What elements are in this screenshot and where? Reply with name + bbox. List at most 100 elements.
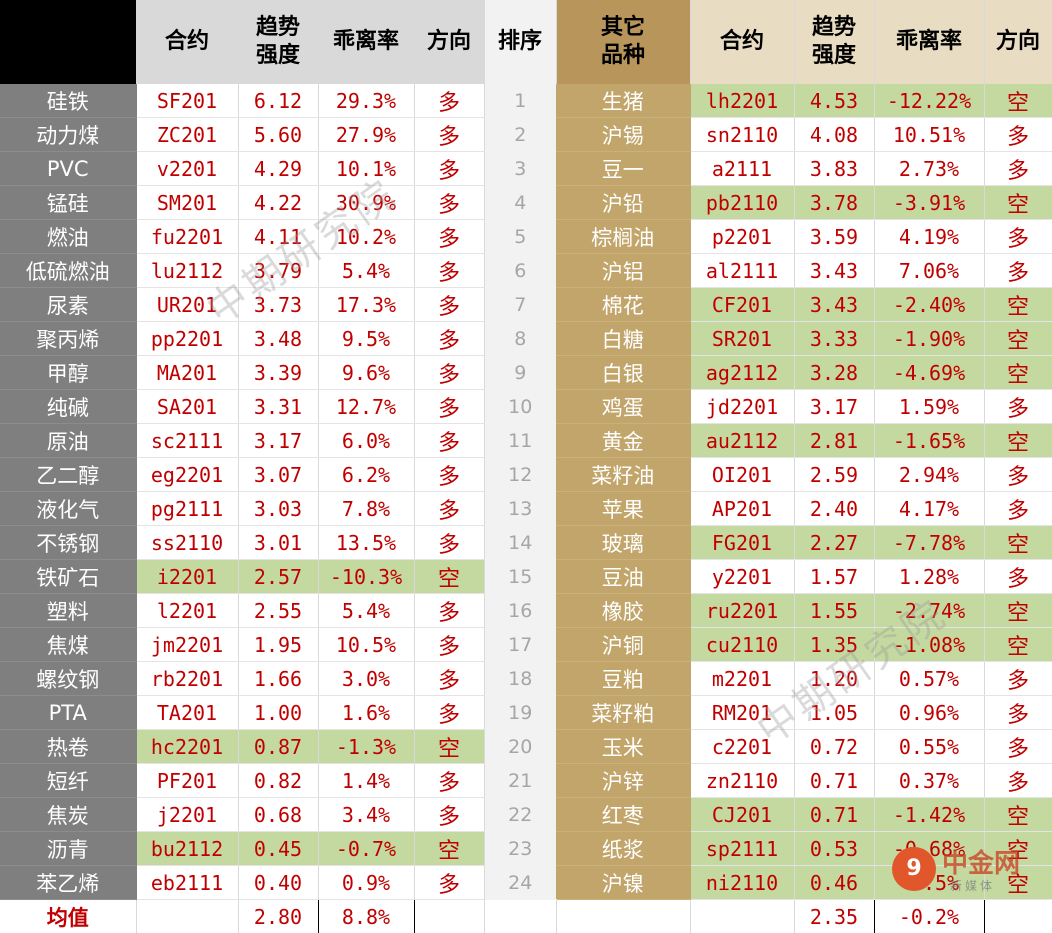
right-deviation-cell: 7.06% — [874, 254, 984, 288]
left-name-cell: 短纤 — [0, 764, 136, 798]
right-deviation-cell: -3.91% — [874, 186, 984, 220]
left-direction-cell: 多 — [414, 628, 484, 662]
right-contract-cell: m2201 — [690, 662, 794, 696]
right-direction-cell: 空 — [984, 356, 1052, 390]
left-contract-cell: rb2201 — [136, 662, 238, 696]
right-direction-cell: 空 — [984, 628, 1052, 662]
left-trend-cell: 0.40 — [238, 866, 318, 900]
header-rank: 排序 — [484, 0, 556, 84]
left-trend-cell: 3.39 — [238, 356, 318, 390]
left-deviation-cell: -10.3% — [318, 560, 414, 594]
left-contract-cell: eb2111 — [136, 866, 238, 900]
left-direction-cell: 空 — [414, 730, 484, 764]
average-spacer-rank — [484, 900, 556, 933]
left-name-cell: 热卷 — [0, 730, 136, 764]
left-direction-cell: 多 — [414, 696, 484, 730]
header-trend-right-line1: 趋势 — [812, 15, 856, 40]
left-name-cell: 不锈钢 — [0, 526, 136, 560]
left-direction-cell: 多 — [414, 186, 484, 220]
right-trend-cell: 4.53 — [794, 84, 874, 118]
right-name-cell: 菜籽粕 — [556, 696, 690, 730]
left-deviation-cell: 27.9% — [318, 118, 414, 152]
left-direction-cell: 多 — [414, 356, 484, 390]
rank-cell: 10 — [484, 390, 556, 424]
average-spacer-left — [136, 900, 238, 933]
left-name-cell: 液化气 — [0, 492, 136, 526]
rank-cell: 15 — [484, 560, 556, 594]
right-trend-cell: 0.53 — [794, 832, 874, 866]
right-direction-cell: 多 — [984, 696, 1052, 730]
left-name-cell: 硅铁 — [0, 84, 136, 118]
average-spacer-direction-left — [414, 900, 484, 933]
right-name-cell: 苹果 — [556, 492, 690, 526]
left-contract-cell: fu2201 — [136, 220, 238, 254]
left-name-cell: 原油 — [0, 424, 136, 458]
right-contract-cell: a2111 — [690, 152, 794, 186]
left-direction-cell: 多 — [414, 526, 484, 560]
left-trend-cell: 2.55 — [238, 594, 318, 628]
left-direction-cell: 多 — [414, 288, 484, 322]
left-direction-cell: 多 — [414, 764, 484, 798]
average-label: 均值 — [0, 900, 136, 933]
right-name-cell: 沪锌 — [556, 764, 690, 798]
left-trend-cell: 5.60 — [238, 118, 318, 152]
rank-cell: 3 — [484, 152, 556, 186]
rank-cell: 11 — [484, 424, 556, 458]
right-deviation-cell: -7.78% — [874, 526, 984, 560]
right-contract-cell: cu2110 — [690, 628, 794, 662]
left-contract-cell: MA201 — [136, 356, 238, 390]
left-deviation-cell: 30.9% — [318, 186, 414, 220]
left-direction-cell: 多 — [414, 322, 484, 356]
left-contract-cell: j2201 — [136, 798, 238, 832]
right-deviation-cell: 1.59% — [874, 390, 984, 424]
right-contract-cell: c2201 — [690, 730, 794, 764]
left-name-cell: 锰硅 — [0, 186, 136, 220]
left-trend-cell: 0.82 — [238, 764, 318, 798]
rank-cell: 13 — [484, 492, 556, 526]
left-direction-cell: 空 — [414, 560, 484, 594]
left-contract-cell: pg2111 — [136, 492, 238, 526]
left-name-cell: 低硫燃油 — [0, 254, 136, 288]
left-direction-cell: 空 — [414, 832, 484, 866]
left-trend-cell: 4.11 — [238, 220, 318, 254]
left-direction-cell: 多 — [414, 118, 484, 152]
right-direction-cell: 多 — [984, 764, 1052, 798]
left-trend-cell: 3.73 — [238, 288, 318, 322]
left-trend-cell: 6.12 — [238, 84, 318, 118]
left-direction-cell: 多 — [414, 866, 484, 900]
left-deviation-cell: 9.5% — [318, 322, 414, 356]
left-trend-cell: 3.07 — [238, 458, 318, 492]
right-trend-cell: 3.33 — [794, 322, 874, 356]
left-deviation-cell: 29.3% — [318, 84, 414, 118]
right-trend-cell: 0.71 — [794, 764, 874, 798]
left-trend-cell: 3.17 — [238, 424, 318, 458]
right-trend-cell: 1.20 — [794, 662, 874, 696]
right-direction-cell: 空 — [984, 798, 1052, 832]
left-trend-cell: 2.57 — [238, 560, 318, 594]
right-direction-cell: 空 — [984, 832, 1052, 866]
right-direction-cell: 多 — [984, 492, 1052, 526]
right-name-cell: 鸡蛋 — [556, 390, 690, 424]
right-deviation-cell: 0.37% — [874, 764, 984, 798]
left-deviation-cell: 10.5% — [318, 628, 414, 662]
right-contract-cell: CJ201 — [690, 798, 794, 832]
right-direction-cell: 空 — [984, 526, 1052, 560]
left-name-cell: 燃油 — [0, 220, 136, 254]
header-group-right-line1: 其它 — [601, 15, 645, 40]
left-contract-cell: v2201 — [136, 152, 238, 186]
left-deviation-cell: -1.3% — [318, 730, 414, 764]
left-name-cell: 焦煤 — [0, 628, 136, 662]
right-contract-cell: p2201 — [690, 220, 794, 254]
average-trend-right: 2.35 — [794, 900, 874, 933]
left-deviation-cell: 13.5% — [318, 526, 414, 560]
right-direction-cell: 空 — [984, 186, 1052, 220]
right-direction-cell: 空 — [984, 322, 1052, 356]
left-contract-cell: l2201 — [136, 594, 238, 628]
header-contract-right: 合约 — [690, 0, 794, 84]
right-trend-cell: 1.55 — [794, 594, 874, 628]
